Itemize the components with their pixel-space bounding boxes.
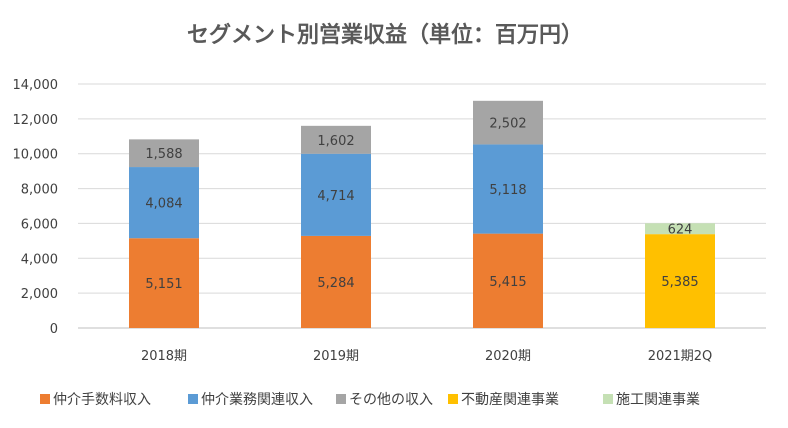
bar-segment — [129, 139, 199, 168]
bars: 5,151 4,084 1,588 5,284 4,714 1,602 5,415 5,118… — [129, 100, 715, 328]
y-tick-label: 6,000 — [21, 217, 58, 232]
bar-segment — [473, 144, 543, 234]
legend-label: 施工関連事業 — [616, 392, 700, 408]
data-label: 2,502 — [489, 117, 526, 132]
bar-segment — [473, 233, 543, 328]
y-axis-ticks: 0 2,000 4,000 6,000 8,000 10,000 12,000 14,000 — [13, 78, 59, 337]
bar-segment — [645, 223, 715, 235]
chart-title: セグメント別営業収益（単位：百万円） — [187, 22, 583, 48]
bar-segment — [301, 235, 371, 328]
legend-swatch — [40, 394, 50, 404]
x-tick-label: 2020期 — [485, 349, 531, 364]
legend-label: 仲介業務関連収入 — [201, 392, 313, 408]
y-tick-label: 10,000 — [13, 148, 59, 163]
data-label: 5,415 — [489, 275, 526, 290]
x-tick-label: 2019期 — [313, 349, 359, 364]
data-label: 5,385 — [661, 275, 698, 290]
data-label: 5,284 — [317, 276, 354, 291]
legend-label: 不動産関連事業 — [461, 392, 559, 408]
y-tick-label: 0 — [50, 322, 58, 337]
y-tick-label: 4,000 — [21, 252, 58, 267]
y-tick-label: 8,000 — [21, 183, 58, 198]
legend-swatch — [448, 394, 458, 404]
x-tick-label: 2021期2Q — [648, 349, 713, 364]
x-axis-ticks: 2018期 2019期 2020期 2021期2Q — [141, 349, 712, 364]
x-tick-label: 2018期 — [141, 349, 187, 364]
bar-segment — [301, 125, 371, 154]
bar-segment — [301, 153, 371, 236]
bar-segment — [129, 238, 199, 328]
data-label: 4,714 — [317, 189, 354, 204]
bar-segment — [129, 167, 199, 239]
y-tick-label: 14,000 — [13, 78, 59, 93]
data-label: 4,084 — [145, 197, 182, 212]
legend-label: その他の収入 — [349, 392, 433, 408]
data-label: 1,588 — [145, 147, 182, 162]
data-label: 1,602 — [317, 134, 354, 149]
data-label: 5,118 — [489, 183, 526, 198]
legend-label: 仲介手数料収入 — [53, 392, 151, 408]
legend: 仲介手数料収入 仲介業務関連収入 その他の収入 不動産関連事業 施工関連事業 — [40, 392, 700, 408]
legend-swatch — [336, 394, 346, 404]
legend-swatch — [603, 394, 613, 404]
data-label: 5,151 — [145, 277, 182, 292]
y-tick-label: 2,000 — [21, 287, 58, 302]
y-tick-label: 12,000 — [13, 113, 59, 128]
data-label: 624 — [668, 223, 693, 238]
legend-swatch — [188, 394, 198, 404]
bar-segment — [473, 100, 543, 145]
bar-segment — [645, 234, 715, 328]
